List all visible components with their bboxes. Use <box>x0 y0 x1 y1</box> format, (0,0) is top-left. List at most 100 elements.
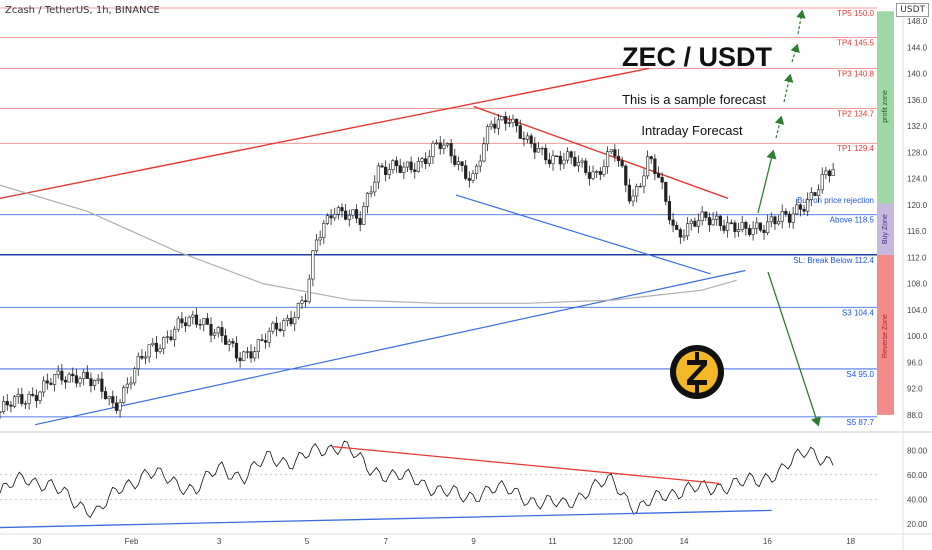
candle-body <box>52 374 57 385</box>
candle-body <box>133 368 137 384</box>
candle-body <box>187 316 191 327</box>
candle-body <box>92 380 97 386</box>
candle-body <box>736 229 741 232</box>
level-label-6: Above 118.5 <box>830 216 875 225</box>
price-tick-1: 92.0 <box>907 385 923 394</box>
buy-zone <box>877 203 894 255</box>
forecast-arrow-dashed-2 <box>790 43 800 63</box>
candle-body <box>591 171 595 179</box>
currency-badge[interactable]: USDT <box>896 3 929 17</box>
forecast-arrow-1 <box>757 149 777 214</box>
candle-body <box>118 402 122 411</box>
candle-body <box>605 151 610 167</box>
candle-body <box>675 225 679 230</box>
candle-body <box>536 148 541 153</box>
candle-body <box>689 220 693 224</box>
reverse-zone <box>877 254 894 415</box>
candle-body <box>616 155 621 161</box>
forecast-title: ZEC / USDT <box>622 42 773 72</box>
candle-body <box>103 391 108 400</box>
candle-body <box>595 171 599 173</box>
candle-body <box>515 118 519 126</box>
candle-body <box>806 199 810 212</box>
candle-body <box>787 213 792 223</box>
rsi-resistance-line <box>333 445 720 485</box>
price-tick-9: 124.0 <box>907 175 928 184</box>
zec-z-bottom <box>695 385 699 393</box>
candle-body <box>442 144 446 149</box>
level-label-1: TP4 145.5 <box>837 39 874 48</box>
candle-body <box>16 394 20 397</box>
candle-body <box>20 394 24 404</box>
candle-body <box>12 396 17 407</box>
candle-body <box>613 149 617 157</box>
candle-body <box>820 174 824 191</box>
candle-body <box>587 172 591 179</box>
level-label-5: Buy on price rejection <box>797 196 874 205</box>
candle-body <box>74 375 79 384</box>
candle-body <box>278 328 282 331</box>
candle-body <box>213 332 217 336</box>
candle-body <box>529 135 533 144</box>
candle-body <box>722 225 726 231</box>
candle-body <box>493 123 497 129</box>
candle-body <box>100 378 104 392</box>
rsi-tick-0: 20.00 <box>907 520 928 529</box>
price-tick-2: 96.0 <box>907 358 923 367</box>
candle-body <box>671 219 675 226</box>
candle-body <box>693 220 697 227</box>
candle-body <box>249 351 253 359</box>
price-tick-13: 140.0 <box>907 70 928 79</box>
candle-body <box>809 192 813 200</box>
candle-body <box>176 318 180 330</box>
candle-body <box>496 119 501 129</box>
candle-body <box>300 300 304 304</box>
price-tick-14: 144.0 <box>907 43 928 52</box>
candle-body <box>620 160 624 167</box>
candle-body <box>784 211 788 215</box>
candle-body <box>263 340 268 343</box>
support-trendline <box>34 269 746 426</box>
candle-body <box>827 170 832 176</box>
time-tick-5: 9 <box>471 537 476 546</box>
candle-body <box>686 223 690 237</box>
time-tick-9: 16 <box>763 537 772 546</box>
candle-body <box>627 184 632 202</box>
candle-body <box>791 213 795 223</box>
candle-body <box>700 211 704 222</box>
candle-body <box>729 222 733 224</box>
candle-body <box>238 357 242 361</box>
forecast-arrow-dashed-1 <box>783 73 794 103</box>
candle-body <box>307 278 311 303</box>
rsi-support-line <box>0 509 772 529</box>
candle-body <box>609 149 613 152</box>
candle-body <box>635 186 639 197</box>
candle-body <box>405 161 410 168</box>
candle-body <box>5 401 9 406</box>
candle-body <box>340 207 344 212</box>
candle-body <box>373 181 377 193</box>
candle-body <box>376 165 380 183</box>
candle-body <box>183 322 188 327</box>
candle-body <box>562 159 566 165</box>
candle-body <box>304 300 308 303</box>
candle-body <box>71 373 75 376</box>
candle-body <box>223 335 228 345</box>
candle-body <box>715 215 719 220</box>
candle-body <box>751 227 755 235</box>
candle-body <box>114 402 119 411</box>
candle-body <box>438 142 442 149</box>
candle-body <box>573 156 577 167</box>
profit-zone-label: profit zone <box>882 90 889 123</box>
candle-body <box>202 318 206 326</box>
candle-body <box>231 341 235 344</box>
candle-body <box>140 355 144 359</box>
candle-body <box>267 330 271 343</box>
candle-body <box>456 161 461 165</box>
candle-body <box>464 165 468 179</box>
candle-body <box>416 161 420 172</box>
candle-body <box>220 327 224 336</box>
candle-body <box>485 126 490 145</box>
price-tick-4: 104.0 <box>907 306 928 315</box>
symbol-header: Zcash / TetherUS, 1h, BINANCE <box>5 5 160 16</box>
